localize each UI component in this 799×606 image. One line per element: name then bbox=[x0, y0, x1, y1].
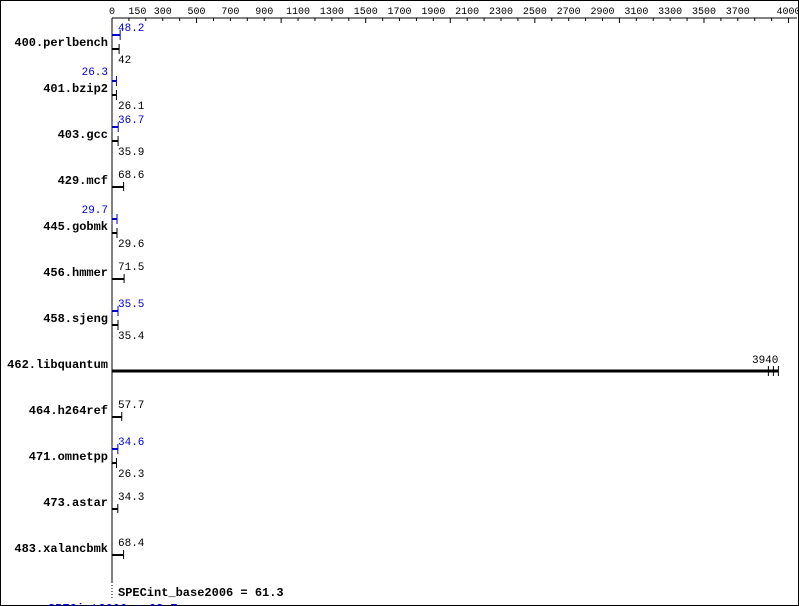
label-mask bbox=[114, 421, 164, 433]
benchmark-label: 401.bzip2 bbox=[43, 82, 108, 96]
label-mask bbox=[114, 559, 164, 571]
peak-value: 48.2 bbox=[118, 23, 144, 35]
benchmark-label: 400.perlbench bbox=[14, 36, 108, 50]
x-tick-label: 2500 bbox=[523, 7, 547, 18]
base-value: 26.3 bbox=[118, 469, 144, 481]
benchmark-label: 403.gcc bbox=[58, 128, 108, 142]
base-value: 35.4 bbox=[118, 331, 145, 343]
benchmark-label: 445.gobmk bbox=[43, 220, 108, 234]
benchmark-label: 462.libquantum bbox=[7, 358, 108, 372]
benchmark-label: 483.xalancbmk bbox=[14, 542, 108, 556]
x-tick-label: 150 bbox=[128, 7, 146, 18]
base-value: 42 bbox=[118, 55, 131, 67]
base-value: 71.5 bbox=[118, 262, 144, 274]
x-tick-label: 300 bbox=[154, 7, 172, 18]
x-tick-label: 900 bbox=[255, 7, 273, 18]
base-value: 34.3 bbox=[118, 492, 144, 504]
peak-value: 26.3 bbox=[82, 67, 108, 79]
base-value: 3940 bbox=[752, 355, 778, 367]
x-tick-label: 500 bbox=[188, 7, 206, 18]
x-tick-label: 2300 bbox=[489, 7, 513, 18]
base-value: 29.6 bbox=[118, 239, 144, 251]
label-mask bbox=[114, 513, 164, 525]
x-tick-label: 4000 bbox=[777, 7, 799, 18]
benchmark-label: 458.sjeng bbox=[43, 312, 108, 326]
peak-value: 36.7 bbox=[118, 115, 144, 127]
x-tick-label: 2700 bbox=[557, 7, 581, 18]
x-tick-label: 3100 bbox=[624, 7, 648, 18]
x-tick-label: 700 bbox=[221, 7, 239, 18]
x-tick-label: 2100 bbox=[455, 7, 479, 18]
base-value: 57.7 bbox=[118, 400, 144, 412]
benchmark-label: 456.hmmer bbox=[43, 266, 108, 280]
benchmark-label: 473.astar bbox=[43, 496, 108, 510]
peak-value: 34.6 bbox=[118, 437, 144, 449]
label-mask bbox=[114, 283, 164, 295]
benchmark-label: 471.omnetpp bbox=[29, 450, 108, 464]
x-tick-label: 3700 bbox=[726, 7, 750, 18]
base-value: 26.1 bbox=[118, 101, 145, 113]
peak-value: 35.5 bbox=[118, 299, 144, 311]
peak-value: 29.7 bbox=[82, 205, 108, 217]
base-value: 35.9 bbox=[118, 147, 144, 159]
label-mask bbox=[114, 191, 164, 203]
x-tick-label: 1500 bbox=[354, 7, 378, 18]
x-tick-label: 2900 bbox=[590, 7, 614, 18]
x-tick-label: 0 bbox=[109, 7, 115, 18]
summary-base: SPECint_base2006 = 61.3 bbox=[118, 586, 284, 600]
x-tick-label: 1700 bbox=[388, 7, 412, 18]
x-tick-label: 3500 bbox=[692, 7, 716, 18]
x-tick-label: 1100 bbox=[286, 7, 310, 18]
x-tick-label: 1300 bbox=[320, 7, 344, 18]
base-value: 68.4 bbox=[118, 538, 145, 550]
summary-peak: SPECint2006 = 63.7 bbox=[48, 602, 178, 606]
base-value: 68.6 bbox=[118, 170, 144, 182]
x-tick-label: 3300 bbox=[658, 7, 682, 18]
benchmark-label: 429.mcf bbox=[58, 174, 108, 188]
benchmark-label: 464.h264ref bbox=[29, 404, 108, 418]
x-tick-label: 1900 bbox=[421, 7, 445, 18]
